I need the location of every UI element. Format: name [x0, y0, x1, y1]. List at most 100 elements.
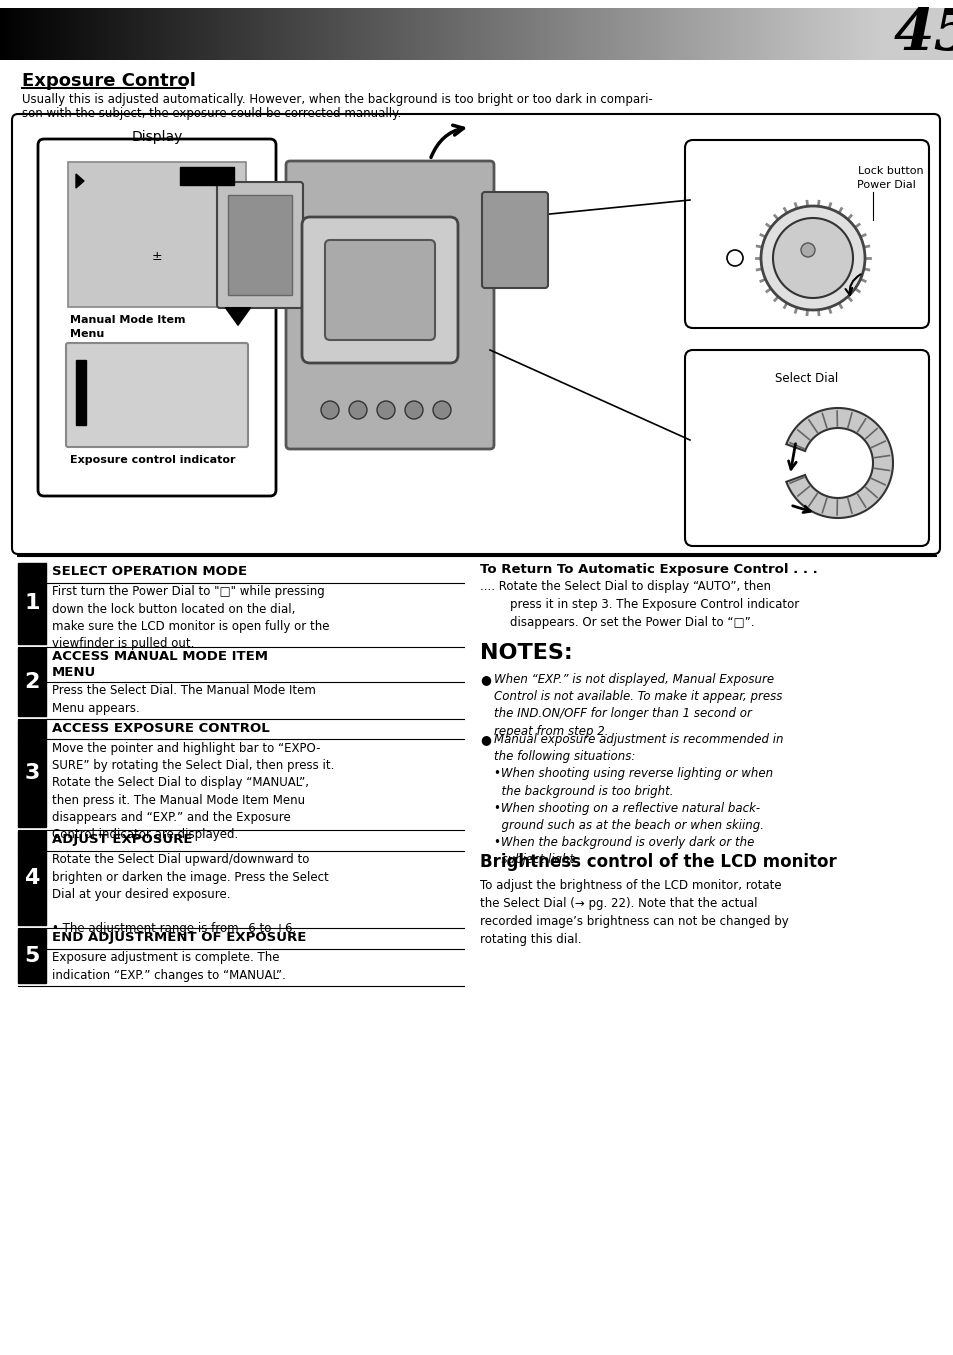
Bar: [789, 8, 792, 60]
Polygon shape: [785, 408, 892, 518]
Bar: [714, 8, 717, 60]
Bar: [483, 8, 486, 60]
Bar: [266, 8, 269, 60]
Bar: [130, 8, 132, 60]
Bar: [55, 8, 57, 60]
Bar: [685, 8, 688, 60]
Bar: [96, 8, 99, 60]
Bar: [79, 8, 82, 60]
Bar: [101, 8, 104, 60]
Bar: [556, 8, 558, 60]
Bar: [71, 8, 73, 60]
Bar: [591, 8, 594, 60]
Text: 2: 2: [24, 672, 40, 691]
Bar: [717, 8, 720, 60]
Bar: [138, 8, 141, 60]
Bar: [202, 8, 205, 60]
Bar: [209, 8, 212, 60]
Text: Press the Select Dial. The Manual Mode Item
Menu appears.: Press the Select Dial. The Manual Mode I…: [52, 684, 315, 714]
FancyBboxPatch shape: [286, 161, 494, 449]
Bar: [501, 8, 504, 60]
Bar: [622, 8, 624, 60]
Bar: [352, 8, 355, 60]
Bar: [666, 8, 669, 60]
Bar: [675, 8, 678, 60]
Bar: [255, 8, 257, 60]
Bar: [464, 8, 466, 60]
Bar: [809, 8, 811, 60]
Bar: [584, 8, 587, 60]
Bar: [193, 8, 196, 60]
Bar: [742, 8, 745, 60]
Bar: [227, 8, 229, 60]
Bar: [560, 8, 563, 60]
Bar: [323, 8, 326, 60]
Bar: [580, 8, 583, 60]
Bar: [411, 8, 414, 60]
Bar: [806, 8, 809, 60]
Bar: [747, 8, 750, 60]
Bar: [505, 8, 508, 60]
Bar: [57, 8, 60, 60]
Bar: [616, 8, 618, 60]
Bar: [879, 8, 953, 60]
Bar: [84, 8, 86, 60]
Bar: [490, 8, 493, 60]
Circle shape: [772, 218, 852, 298]
Bar: [2, 8, 5, 60]
Bar: [740, 8, 743, 60]
Bar: [286, 8, 289, 60]
Bar: [400, 8, 403, 60]
Bar: [648, 8, 651, 60]
Bar: [160, 8, 163, 60]
Bar: [756, 8, 759, 60]
Circle shape: [320, 401, 338, 419]
Bar: [391, 8, 394, 60]
Text: .... Rotate the Select Dial to display “AUTO”, then
        press it in step 3. : .... Rotate the Select Dial to display “…: [479, 580, 799, 629]
Bar: [550, 8, 552, 60]
Bar: [868, 8, 871, 60]
Bar: [27, 8, 30, 60]
Text: Exposure control indicator: Exposure control indicator: [70, 455, 235, 465]
Bar: [708, 8, 710, 60]
Bar: [395, 8, 398, 60]
Bar: [670, 8, 673, 60]
Bar: [180, 8, 183, 60]
Bar: [175, 8, 178, 60]
Bar: [609, 8, 612, 60]
Bar: [417, 8, 420, 60]
Bar: [873, 8, 875, 60]
Bar: [192, 8, 193, 60]
Bar: [215, 8, 218, 60]
Bar: [532, 8, 535, 60]
Bar: [358, 8, 361, 60]
Bar: [846, 8, 849, 60]
Bar: [51, 8, 53, 60]
Bar: [497, 8, 499, 60]
Bar: [473, 8, 476, 60]
Bar: [99, 8, 102, 60]
Bar: [701, 8, 703, 60]
Bar: [442, 8, 444, 60]
Bar: [774, 8, 777, 60]
Bar: [525, 8, 528, 60]
Bar: [170, 8, 172, 60]
Bar: [831, 8, 834, 60]
Bar: [802, 8, 805, 60]
Bar: [119, 8, 121, 60]
Bar: [863, 8, 866, 60]
Bar: [81, 8, 84, 60]
Bar: [338, 8, 341, 60]
Text: Manual exposure adjustment is recommended in
the following situations:
•When sho: Manual exposure adjustment is recommende…: [494, 733, 782, 866]
Bar: [503, 8, 506, 60]
Text: END ADJUSTRMENT OF EXPOSURE: END ADJUSTRMENT OF EXPOSURE: [52, 931, 306, 944]
Bar: [244, 8, 247, 60]
Bar: [312, 8, 314, 60]
Bar: [697, 8, 700, 60]
Bar: [40, 8, 42, 60]
Bar: [152, 8, 154, 60]
Bar: [204, 8, 207, 60]
Text: Move the pointer and highlight bar to “EXPO-
SURE” by rotating the Select Dial, : Move the pointer and highlight bar to “E…: [52, 743, 334, 841]
Bar: [429, 8, 432, 60]
Bar: [804, 8, 807, 60]
